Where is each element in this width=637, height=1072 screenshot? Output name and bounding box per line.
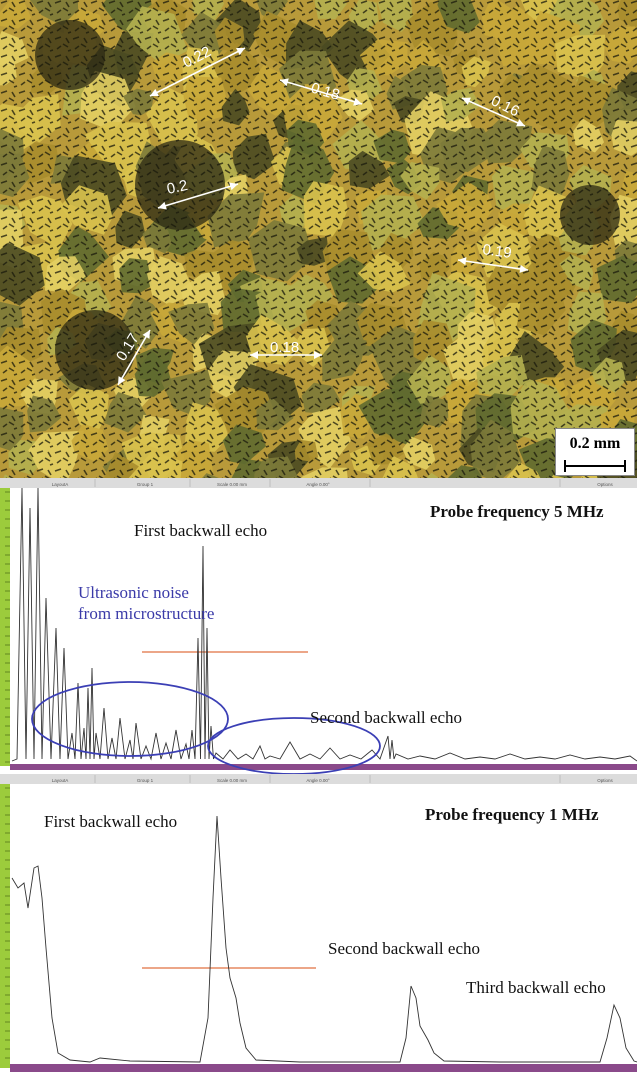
arrowhead-icon — [280, 78, 289, 87]
arrowhead-icon — [142, 330, 150, 339]
ultrasonic-noise-label: Ultrasonic noise from microstructure — [78, 583, 215, 623]
panel-5mhz-header — [0, 478, 637, 488]
ultrasonic-ascan-panels: LayoutA Group 1 Scale 0.00 mm Angle 0.00° Op… — [0, 478, 637, 1072]
first-backwall-echo-label-1mhz: First backwall echo — [44, 812, 178, 831]
arrowhead-icon — [353, 97, 362, 106]
scale-bar-tick-left — [564, 460, 566, 472]
third-backwall-echo-label-1mhz: Third backwall echo — [466, 978, 606, 997]
arrowhead-icon — [462, 97, 471, 105]
panel-1mhz-header — [0, 774, 637, 784]
panel-5mhz: LayoutA Group 1 Scale 0.00 mm Angle 0.00° Op… — [0, 478, 637, 775]
first-backwall-echo-label-5mhz: First backwall echo — [134, 521, 268, 540]
grain-size-arrow — [149, 47, 246, 97]
scale-bar-label: 0.2 mm — [569, 435, 621, 452]
second-backwall-echo-label-5mhz: Second backwall echo — [310, 708, 462, 727]
grain-size-arrow — [117, 329, 151, 386]
scale-bar-tick-right — [624, 460, 626, 472]
arrowhead-icon — [250, 351, 258, 359]
scale-bar-line — [564, 465, 626, 467]
grain-size-arrow — [157, 183, 239, 209]
arrowhead-icon — [158, 201, 167, 210]
scale-bar-box: 0.2 mm — [555, 428, 635, 476]
second-backwall-echo-label-1mhz: Second backwall echo — [328, 939, 480, 958]
arrowhead-icon — [516, 119, 525, 127]
panel-5mhz-signal-trace — [11, 487, 637, 762]
arrowhead-icon — [118, 376, 126, 385]
header-tab-label: Angle 0.00° — [306, 482, 330, 487]
header-tab-label: Group 1 — [137, 778, 154, 783]
arrowhead-icon — [229, 182, 238, 191]
panel-1mhz-axis — [10, 1064, 637, 1072]
header-tab-label: Scale 0.00 mm — [217, 778, 247, 783]
grain-size-label: 0.2 — [165, 177, 189, 198]
header-tab-label: Group 1 — [137, 482, 154, 487]
panel-1mhz: LayoutA Group 1 Scale 0.00 mm Angle 0.00° Op… — [0, 774, 637, 1072]
panel-5mhz-title: Probe frequency 5 MHz — [430, 502, 604, 521]
header-tab-label: LayoutA — [52, 778, 69, 783]
arrowhead-icon — [150, 88, 159, 96]
arrowhead-icon — [458, 257, 467, 266]
grain-size-arrow — [457, 259, 529, 271]
header-tab-label: Scale 0.00 mm — [217, 482, 247, 487]
panel-1mhz-title: Probe frequency 1 MHz — [425, 805, 599, 824]
header-tab-label: Options — [597, 778, 613, 783]
microstructure-micrograph: 0.220.180.160.20.190.17 0.18 — [0, 0, 637, 478]
panel-1mhz-signal-trace — [11, 815, 637, 1063]
grain-size-label: 0.19 — [481, 241, 512, 262]
arrowhead-icon — [236, 48, 245, 56]
header-tab-label: LayoutA — [52, 482, 69, 487]
noise-circle-left — [31, 681, 229, 757]
header-tab-label: Options — [597, 482, 613, 487]
panel-5mhz-axis — [10, 764, 637, 770]
arrowhead-icon — [314, 351, 322, 359]
grain-size-label: 0.18 — [270, 339, 299, 356]
arrowhead-icon — [519, 264, 528, 273]
grain-size-arrow — [279, 79, 363, 105]
grain-size-arrow — [461, 97, 526, 127]
header-tab-label: Angle 0.00° — [306, 778, 330, 783]
panel-1mhz-ruler — [0, 784, 10, 1068]
